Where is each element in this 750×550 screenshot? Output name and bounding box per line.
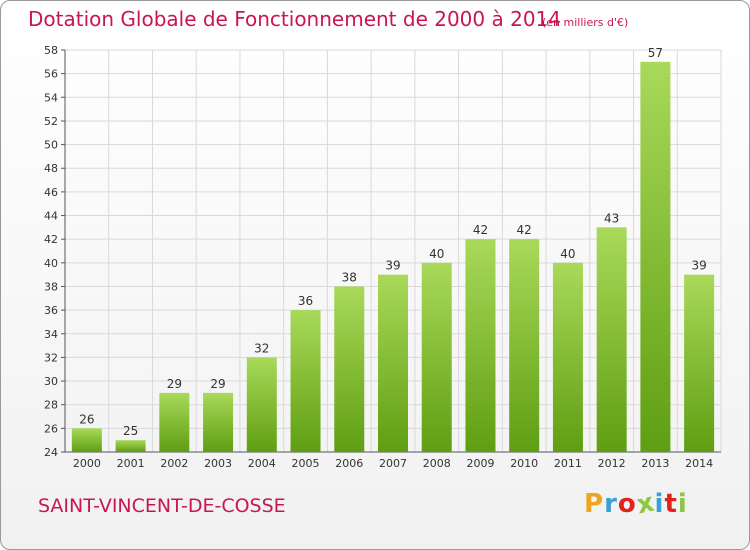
- y-tick-label: 34: [44, 328, 58, 341]
- y-tick-label: 32: [44, 351, 58, 364]
- bar-value-label: 42: [517, 223, 532, 237]
- bar-value-label: 32: [254, 341, 269, 355]
- bar-value-label: 38: [342, 270, 357, 284]
- x-tick-label: 2001: [117, 457, 145, 470]
- logo-letter: t: [664, 489, 678, 519]
- y-tick-label: 36: [44, 304, 58, 317]
- y-tick-label: 52: [44, 115, 58, 128]
- bar-value-label: 26: [79, 412, 94, 426]
- bar-2001: [115, 440, 146, 452]
- bar-value-label: 42: [473, 223, 488, 237]
- bar-2010: [509, 239, 540, 452]
- bar-2005: [290, 310, 321, 452]
- bar-value-label: 25: [123, 424, 138, 438]
- bar-value-label: 36: [298, 294, 313, 308]
- bar-value-label: 40: [560, 247, 575, 261]
- y-tick-label: 42: [44, 233, 58, 246]
- y-tick-label: 56: [44, 68, 58, 81]
- bars-layer: [71, 61, 715, 453]
- bar-2011: [552, 262, 583, 452]
- x-tick-label: 2005: [292, 457, 320, 470]
- y-tick-label: 54: [44, 91, 58, 104]
- y-tick-label: 28: [44, 399, 58, 412]
- bar-2004: [246, 357, 277, 452]
- bar-value-label: 43: [604, 211, 619, 225]
- x-tick-label: 2008: [423, 457, 451, 470]
- x-tick-label: 2009: [466, 457, 494, 470]
- logo-letter: r: [604, 489, 618, 519]
- y-tick-label: 46: [44, 186, 58, 199]
- bar-value-label: 40: [429, 247, 444, 261]
- y-tick-label: 50: [44, 139, 58, 152]
- y-tick-label: 44: [44, 210, 58, 223]
- proxiti-logo: Proxiti: [584, 487, 688, 520]
- x-tick-label: 2002: [160, 457, 188, 470]
- chart-subtitle: (en milliers d'€): [542, 16, 629, 29]
- x-tick-label: 2006: [335, 457, 363, 470]
- y-tick-label: 40: [44, 257, 58, 270]
- x-tick-label: 2012: [598, 457, 626, 470]
- x-tick-label: 2003: [204, 457, 232, 470]
- x-tick-label: 2010: [510, 457, 538, 470]
- bar-2012: [596, 227, 627, 452]
- bar-value-label: 29: [167, 377, 182, 391]
- x-tick-label: 2000: [73, 457, 101, 470]
- bar-2013: [640, 61, 671, 453]
- logo-letter: i: [654, 489, 665, 519]
- bar-value-label: 39: [691, 259, 706, 273]
- bar-2008: [421, 262, 452, 452]
- bar-2006: [334, 286, 365, 452]
- commune-name: SAINT-VINCENT-DE-COSSE: [38, 495, 286, 517]
- bar-2009: [465, 239, 496, 452]
- logo-letter: P: [584, 489, 605, 519]
- bar-2014: [684, 274, 715, 452]
- x-tick-label: 2014: [685, 457, 713, 470]
- y-tick-label: 38: [44, 280, 58, 293]
- bar-2000: [71, 428, 102, 452]
- y-tick-label: 24: [44, 446, 58, 459]
- x-tick-label: 2007: [379, 457, 407, 470]
- logo-letter: i: [677, 489, 688, 519]
- logo-letter: o: [617, 489, 637, 519]
- chart-title: Dotation Globale de Fonctionnement de 20…: [28, 7, 561, 31]
- bar-2003: [203, 392, 234, 452]
- y-tick-label: 58: [44, 44, 58, 57]
- bar-value-label: 57: [648, 46, 663, 60]
- x-tick-label: 2011: [554, 457, 582, 470]
- x-tick-label: 2004: [248, 457, 276, 470]
- y-tick-label: 48: [44, 162, 58, 175]
- x-tick-label: 2013: [641, 457, 669, 470]
- y-tick-label: 30: [44, 375, 58, 388]
- bar-2002: [159, 392, 190, 452]
- y-tick-label: 26: [44, 422, 58, 435]
- bar-2007: [378, 274, 408, 452]
- bar-value-label: 29: [210, 377, 225, 391]
- bar-value-label: 39: [385, 259, 400, 273]
- labels-layer: 24 26 28 30 32 34 36 38 40 42 44 46 48 50 52 54 56 58 26 20…: [44, 44, 713, 470]
